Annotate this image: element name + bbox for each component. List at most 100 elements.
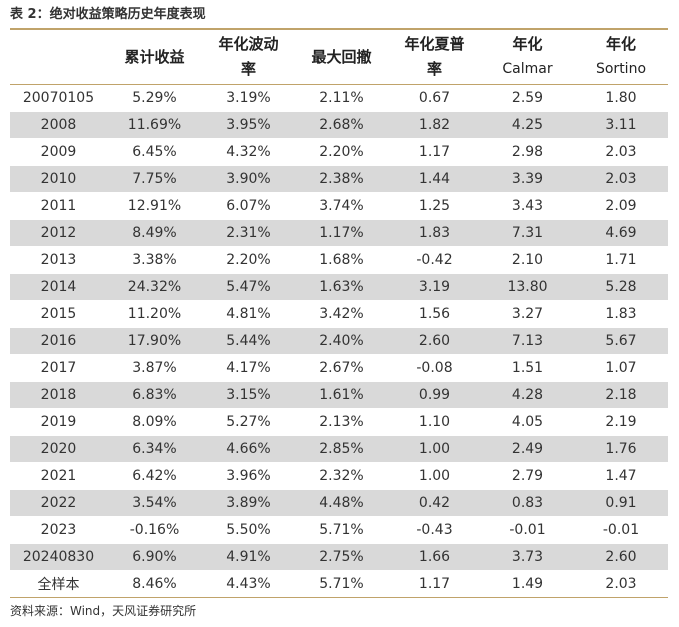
table-row: 2013 3.38% 2.20% 1.68% -0.42 2.10 1.71 [10, 246, 668, 274]
column-header-annual-volatility: 年化波动 率 [202, 30, 295, 85]
cell-annual-volatility: 2.20% [202, 246, 295, 274]
cell-period: 2008 [10, 111, 107, 139]
table-row: 2023 -0.16% 5.50% 5.71% -0.43 -0.01 -0.01 [10, 516, 668, 544]
cell-annual-calmar: 3.73 [481, 543, 574, 571]
column-header-line: 率 [426, 60, 442, 78]
column-header-cumulative-return: 累计收益 [107, 30, 202, 85]
table-row: 2019 8.09% 5.27% 2.13% 1.10 4.05 2.19 [10, 408, 668, 436]
cell-annual-calmar: 2.10 [481, 246, 574, 274]
cell-annual-volatility: 4.32% [202, 138, 295, 166]
table-row: 2009 6.45% 4.32% 2.20% 1.17 2.98 2.03 [10, 138, 668, 166]
cell-cumulative-return: 3.54% [107, 489, 202, 517]
cell-annual-calmar: 4.25 [481, 111, 574, 139]
column-header-line: 最大回撤 [311, 47, 372, 66]
cell-annual-volatility: 5.44% [202, 327, 295, 355]
cell-period: 20070105 [10, 84, 107, 112]
cell-annual-sharpe: 1.25 [388, 192, 481, 220]
cell-annual-sortino: 2.09 [574, 192, 668, 220]
cell-annual-volatility: 5.47% [202, 273, 295, 301]
cell-cumulative-return: 6.45% [107, 138, 202, 166]
cell-period: 2023 [10, 516, 107, 544]
cell-annual-sharpe: 1.83 [388, 219, 481, 247]
cell-cumulative-return: 8.09% [107, 408, 202, 436]
cell-annual-sortino: 2.03 [574, 138, 668, 166]
cell-period: 全样本 [10, 570, 107, 598]
cell-annual-sortino: 5.28 [574, 273, 668, 301]
cell-cumulative-return: 3.87% [107, 354, 202, 382]
cell-annual-sharpe: 1.82 [388, 111, 481, 139]
cell-annual-sortino: 1.76 [574, 435, 668, 463]
table-caption: 表 2：绝对收益策略历史年度表现 [10, 7, 206, 22]
cell-cumulative-return: 7.75% [107, 165, 202, 193]
cell-annual-sharpe: 0.42 [388, 489, 481, 517]
cell-annual-sharpe: -0.08 [388, 354, 481, 382]
table-row: 2014 24.32% 5.47% 1.63% 3.19 13.80 5.28 [10, 273, 668, 301]
cell-annual-sortino: 2.18 [574, 381, 668, 409]
cell-annual-sortino: 2.19 [574, 408, 668, 436]
cell-annual-sharpe: 1.10 [388, 408, 481, 436]
table-row: 2012 8.49% 2.31% 1.17% 1.83 7.31 4.69 [10, 219, 668, 247]
cell-annual-calmar: 2.59 [481, 84, 574, 112]
cell-cumulative-return: 17.90% [107, 327, 202, 355]
cell-annual-volatility: 3.15% [202, 381, 295, 409]
table-row: 2015 11.20% 4.81% 3.42% 1.56 3.27 1.83 [10, 300, 668, 328]
cell-annual-sharpe: 2.60 [388, 327, 481, 355]
cell-annual-sortino: -0.01 [574, 516, 668, 544]
cell-max-drawdown: 3.42% [295, 300, 388, 328]
cell-annual-calmar: 7.31 [481, 219, 574, 247]
column-header-line: Sortino [595, 61, 647, 77]
cell-max-drawdown: 5.71% [295, 516, 388, 544]
cell-max-drawdown: 1.63% [295, 273, 388, 301]
top-rule [10, 28, 668, 30]
cell-annual-sharpe: 1.44 [388, 165, 481, 193]
source-note: 资料来源：Wind，天风证券研究所 [10, 604, 197, 618]
cell-annual-sortino: 4.69 [574, 219, 668, 247]
cell-max-drawdown: 2.67% [295, 354, 388, 382]
cell-max-drawdown: 1.61% [295, 381, 388, 409]
column-header-annual-sortino: 年化 Sortino [574, 30, 668, 85]
cell-annual-sortino: 1.07 [574, 354, 668, 382]
cell-annual-volatility: 3.95% [202, 111, 295, 139]
cell-period: 20240830 [10, 543, 107, 571]
cell-annual-sortino: 1.83 [574, 300, 668, 328]
cell-cumulative-return: 6.83% [107, 381, 202, 409]
table-body: 20070105 5.29% 3.19% 2.11% 0.67 2.59 1.80 2008 1… [10, 84, 668, 598]
cell-max-drawdown: 2.20% [295, 138, 388, 166]
column-header-line: Calmar [502, 61, 553, 77]
cell-max-drawdown: 2.75% [295, 543, 388, 571]
cell-period: 2020 [10, 435, 107, 463]
cell-max-drawdown: 2.85% [295, 435, 388, 463]
cell-annual-calmar: 1.49 [481, 570, 574, 598]
cell-annual-sharpe: 0.67 [388, 84, 481, 112]
table-row: 2011 12.91% 6.07% 3.74% 1.25 3.43 2.09 [10, 192, 668, 220]
table-row: 2017 3.87% 4.17% 2.67% -0.08 1.51 1.07 [10, 354, 668, 382]
cell-annual-sharpe: 1.56 [388, 300, 481, 328]
cell-annual-calmar: 1.51 [481, 354, 574, 382]
cell-annual-sortino: 3.11 [574, 111, 668, 139]
cell-annual-volatility: 4.81% [202, 300, 295, 328]
cell-period: 2012 [10, 219, 107, 247]
cell-annual-calmar: 3.43 [481, 192, 574, 220]
cell-annual-volatility: 4.91% [202, 543, 295, 571]
cell-max-drawdown: 2.40% [295, 327, 388, 355]
column-header-max-drawdown: 最大回撤 [295, 30, 388, 85]
cell-cumulative-return: 11.69% [107, 111, 202, 139]
cell-cumulative-return: 6.34% [107, 435, 202, 463]
column-header-annual-calmar: 年化 Calmar [481, 30, 574, 85]
cell-period: 2022 [10, 489, 107, 517]
cell-annual-sharpe: 1.17 [388, 138, 481, 166]
cell-cumulative-return: 6.42% [107, 462, 202, 490]
cell-max-drawdown: 4.48% [295, 489, 388, 517]
cell-annual-sortino: 2.03 [574, 165, 668, 193]
cell-annual-sharpe: 0.99 [388, 381, 481, 409]
column-header-line: 累计收益 [124, 47, 185, 66]
cell-annual-calmar: 7.13 [481, 327, 574, 355]
table-row: 20070105 5.29% 3.19% 2.11% 0.67 2.59 1.80 [10, 84, 668, 112]
cell-annual-sharpe: -0.43 [388, 516, 481, 544]
header-row: 累计收益 年化波动 率 最大回撤 年化夏普 率 年化 Calmar 年化 Sor… [10, 30, 668, 85]
table-row: 全样本 8.46% 4.43% 5.71% 1.17 1.49 2.03 [10, 570, 668, 598]
cell-cumulative-return: 5.29% [107, 84, 202, 112]
cell-annual-sortino: 1.80 [574, 84, 668, 112]
performance-table: 累计收益 年化波动 率 最大回撤 年化夏普 率 年化 Calmar 年化 Sor… [10, 30, 668, 598]
cell-annual-sortino: 1.47 [574, 462, 668, 490]
